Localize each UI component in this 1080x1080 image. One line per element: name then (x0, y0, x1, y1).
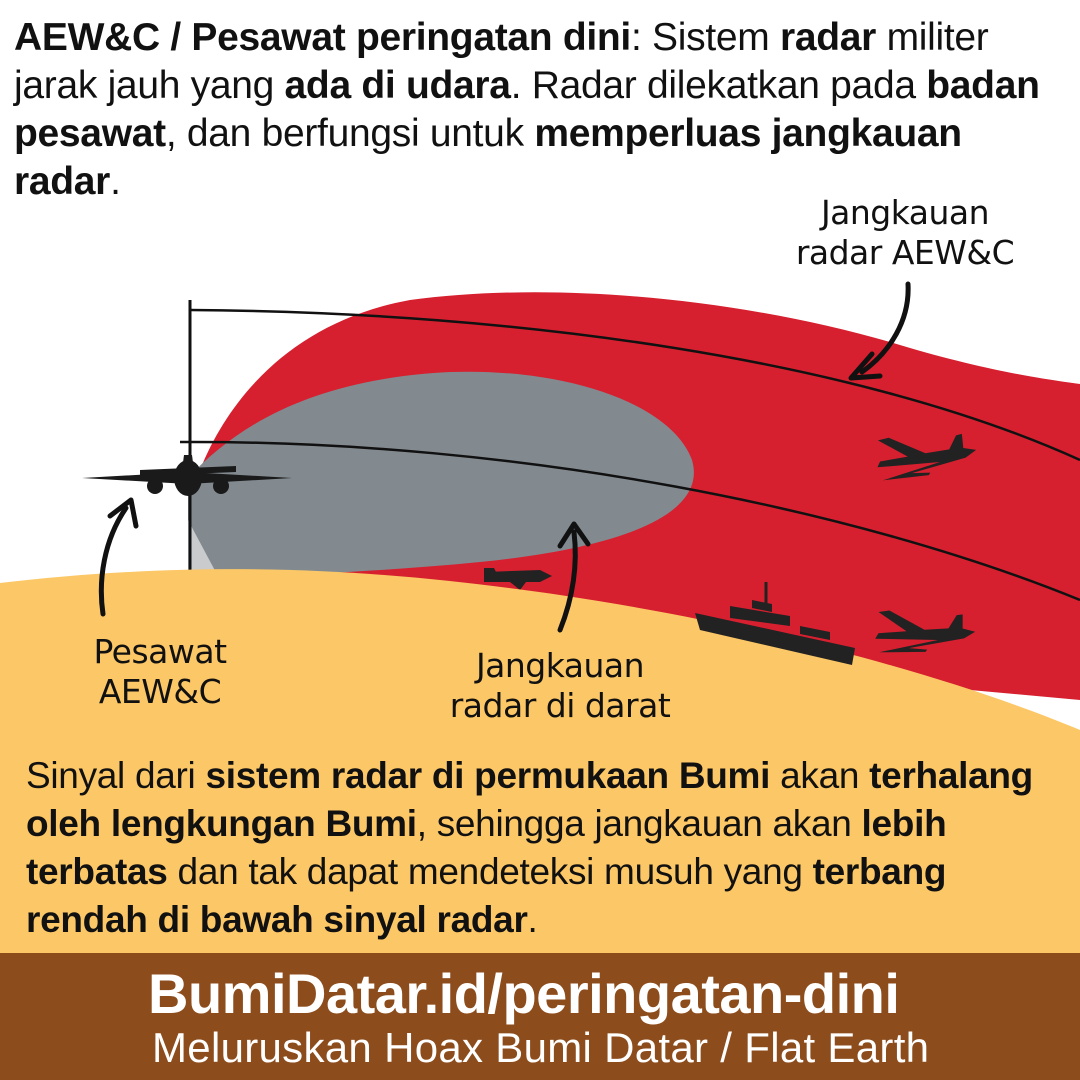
body-text: . (110, 160, 121, 203)
label-line: AEW&C (98, 672, 222, 711)
missile-icon (484, 568, 552, 590)
label-line: Jangkauan (820, 193, 990, 232)
emphasis-text: terbang rendah di bawah sinyal radar (26, 851, 947, 940)
label-ground-radar-range: Jangkauan radar di darat (430, 646, 690, 726)
body-text: . (527, 899, 538, 940)
label-line: radar AEW&C (795, 233, 1015, 272)
emphasis-text: ada di udara (284, 64, 511, 107)
body-text: akan (770, 755, 870, 796)
warship-icon (695, 582, 855, 665)
ground-radar-range (188, 371, 694, 580)
body-text: Sinyal dari (26, 755, 206, 796)
aew-plane-icon (82, 455, 292, 496)
emphasis-text: memperluas jangkauan radar (14, 112, 962, 203)
arrow-plane (98, 497, 139, 617)
emphasis-text: badan pesawat (14, 64, 1040, 155)
footer-url-link[interactable]: BumiDatar.id/peringatan-dini (148, 962, 900, 1025)
label-line: Pesawat (93, 632, 227, 671)
emphasis-text: radar (779, 16, 877, 59)
emphasis-text: sistem radar di permukaan Bumi (205, 755, 771, 796)
label-aew-radar-range: Jangkauan radar AEW&C (780, 193, 1030, 273)
body-text: , sehingga jangkauan akan (416, 803, 862, 844)
earth-surface (0, 569, 1080, 953)
ground-radar-range-edge (188, 520, 220, 580)
emphasis-text: AEW&C / Pesawat peringatan dini (14, 16, 631, 59)
body-text: . Radar dilekatkan pada (510, 64, 927, 107)
emphasis-text: lebih terbatas (26, 803, 947, 892)
footer-tagline: Meluruskan Hoax Bumi Datar / Flat Earth (152, 1024, 930, 1071)
ground-radar-beam-line (179, 440, 1080, 602)
explanation-text: Sinyal dari sistem radar di permukaan Bu… (26, 752, 1066, 944)
body-text: : Sistem (630, 16, 780, 59)
label-aew-plane: Pesawat AEW&C (60, 632, 260, 712)
arrow-ground-range (557, 521, 591, 633)
body-text: dan tak dapat mendeteksi musuh yang (167, 851, 813, 892)
arrow-aew-range (848, 281, 911, 381)
header-description: AEW&C / Pesawat peringatan dini: Sistem … (14, 14, 1064, 206)
body-text: militer jarak jauh yang (14, 16, 989, 107)
aew-radar-beam-line (189, 308, 1080, 462)
label-line: radar di darat (449, 686, 671, 725)
emphasis-text: terhalang oleh lengkungan Bumi (26, 755, 1033, 844)
label-line: Jangkauan (475, 646, 645, 685)
body-text: , dan berfungsi untuk (165, 112, 535, 155)
footer-bar (0, 953, 1080, 1080)
